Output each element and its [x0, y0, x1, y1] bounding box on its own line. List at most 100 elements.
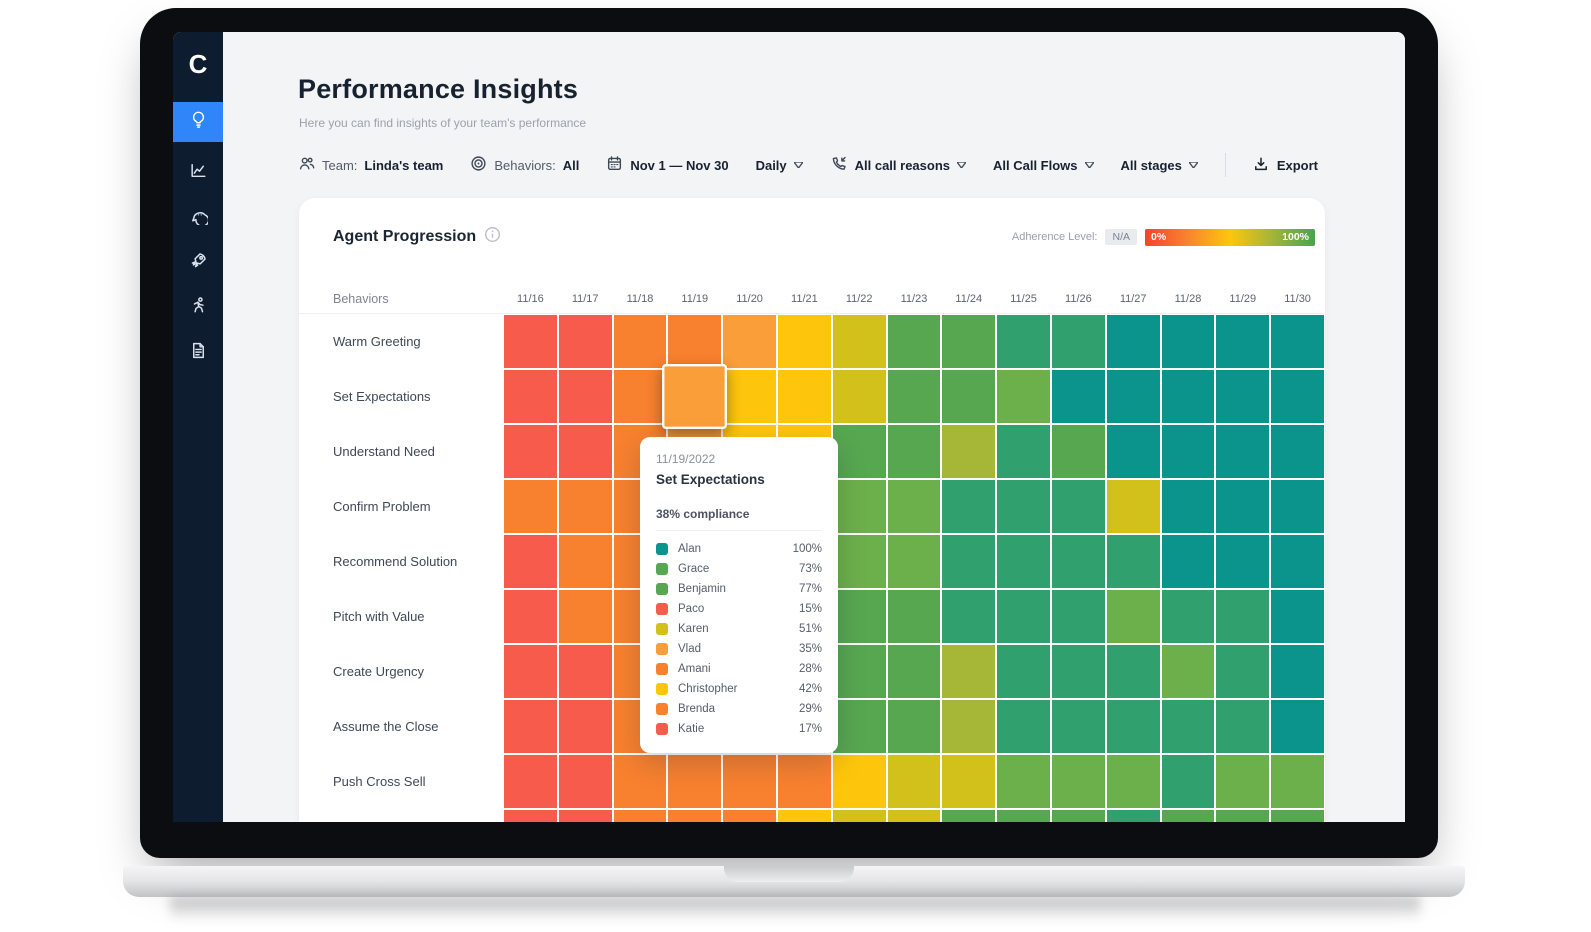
heatmap-cell[interactable]	[1050, 589, 1106, 644]
heatmap-cell[interactable]	[503, 479, 558, 534]
heatmap-cell[interactable]	[996, 699, 1051, 754]
team-filter[interactable]: Team: Linda's team	[298, 155, 443, 175]
heatmap-cell[interactable]	[1160, 809, 1216, 822]
heatmap-cell[interactable]	[503, 369, 558, 424]
heatmap-cell[interactable]	[1270, 369, 1325, 424]
heatmap-cell[interactable]	[1105, 369, 1161, 424]
heatmap-cell[interactable]	[996, 754, 1051, 809]
heatmap-cell[interactable]	[612, 314, 668, 369]
heatmap-cell[interactable]	[1270, 424, 1325, 479]
stages-dropdown[interactable]: All stages	[1120, 158, 1198, 173]
heatmap-cell[interactable]	[1050, 534, 1106, 589]
heatmap-cell[interactable]	[996, 314, 1051, 369]
heatmap-cell[interactable]	[1270, 479, 1325, 534]
sidebar-item-launch[interactable]	[173, 242, 223, 284]
heatmap-cell[interactable]	[1215, 589, 1271, 644]
heatmap-cell[interactable]	[886, 644, 942, 699]
heatmap-cell[interactable]	[1160, 479, 1216, 534]
call-flows-dropdown[interactable]: All Call Flows	[993, 158, 1094, 173]
heatmap-cell[interactable]	[503, 699, 558, 754]
heatmap-cell[interactable]	[886, 314, 942, 369]
heatmap-cell[interactable]	[941, 534, 997, 589]
heatmap-cell[interactable]	[831, 314, 887, 369]
heatmap-cell[interactable]	[1215, 369, 1271, 424]
heatmap-cell[interactable]	[1105, 424, 1161, 479]
heatmap-cell[interactable]	[831, 809, 887, 822]
heatmap-cell[interactable]	[1050, 644, 1106, 699]
export-button[interactable]: Export	[1253, 156, 1318, 175]
heatmap-cell[interactable]	[941, 754, 997, 809]
heatmap-cell[interactable]	[1105, 699, 1161, 754]
heatmap-cell[interactable]	[1105, 809, 1161, 822]
heatmap-cell[interactable]	[886, 809, 942, 822]
heatmap-cell[interactable]	[1050, 424, 1106, 479]
heatmap-cell[interactable]	[996, 534, 1051, 589]
heatmap-cell[interactable]	[1215, 644, 1271, 699]
heatmap-cell[interactable]	[1215, 699, 1271, 754]
heatmap-cell[interactable]	[1105, 644, 1161, 699]
heatmap-cell[interactable]	[557, 424, 613, 479]
heatmap-cell[interactable]	[1270, 314, 1325, 369]
heatmap-cell[interactable]	[886, 369, 942, 424]
heatmap-cell[interactable]	[831, 369, 887, 424]
heatmap-cell[interactable]	[1160, 369, 1216, 424]
heatmap-cell[interactable]	[1160, 534, 1216, 589]
heatmap-cell[interactable]	[557, 369, 613, 424]
info-icon[interactable]	[484, 226, 501, 248]
heatmap-cell[interactable]	[557, 754, 613, 809]
sidebar-item-reports[interactable]	[173, 332, 223, 374]
call-reasons-dropdown[interactable]: All call reasons	[830, 155, 967, 176]
heatmap-cell[interactable]	[831, 534, 887, 589]
date-range-filter[interactable]: Nov 1 — Nov 30	[606, 155, 729, 175]
heatmap-cell[interactable]	[831, 699, 887, 754]
heatmap-cell[interactable]	[1105, 589, 1161, 644]
heatmap-cell[interactable]	[831, 644, 887, 699]
heatmap-cell[interactable]	[667, 809, 723, 822]
heatmap-cell[interactable]	[831, 754, 887, 809]
heatmap-cell[interactable]	[557, 644, 613, 699]
heatmap-cell[interactable]	[996, 479, 1051, 534]
heatmap-cell[interactable]	[1215, 534, 1271, 589]
sidebar-item-coaching[interactable]	[173, 287, 223, 329]
heatmap-cell[interactable]	[1215, 479, 1271, 534]
heatmap-cell[interactable]	[1105, 479, 1161, 534]
heatmap-cell[interactable]	[722, 754, 777, 809]
heatmap-cell[interactable]	[503, 534, 558, 589]
heatmap-cell[interactable]	[1160, 424, 1216, 479]
heatmap-cell[interactable]	[941, 809, 997, 822]
heatmap-cell[interactable]	[612, 754, 668, 809]
heatmap-cell[interactable]	[1160, 699, 1216, 754]
heatmap-cell[interactable]	[503, 314, 558, 369]
heatmap-cell[interactable]	[503, 644, 558, 699]
heatmap-cell[interactable]	[941, 589, 997, 644]
heatmap-cell[interactable]	[996, 424, 1051, 479]
heatmap-cell[interactable]	[503, 809, 558, 822]
heatmap-cell[interactable]	[831, 424, 887, 479]
heatmap-cell[interactable]	[1160, 754, 1216, 809]
heatmap-cell[interactable]	[776, 809, 832, 822]
heatmap-cell[interactable]	[886, 699, 942, 754]
heatmap-cell[interactable]	[886, 589, 942, 644]
heatmap-cell[interactable]	[1160, 644, 1216, 699]
heatmap-cell[interactable]	[612, 369, 668, 424]
heatmap-cell[interactable]	[1105, 754, 1161, 809]
heatmap-cell[interactable]	[557, 314, 613, 369]
heatmap-cell[interactable]	[1105, 314, 1161, 369]
heatmap-cell[interactable]	[886, 479, 942, 534]
heatmap-cell[interactable]	[662, 364, 728, 429]
heatmap-cell[interactable]	[996, 369, 1051, 424]
heatmap-cell[interactable]	[831, 589, 887, 644]
heatmap-cell[interactable]	[612, 809, 668, 822]
heatmap-cell[interactable]	[557, 589, 613, 644]
heatmap-cell[interactable]	[722, 314, 777, 369]
heatmap-cell[interactable]	[886, 424, 942, 479]
heatmap-cell[interactable]	[557, 699, 613, 754]
heatmap-cell[interactable]	[1270, 809, 1325, 822]
heatmap-cell[interactable]	[831, 479, 887, 534]
heatmap-cell[interactable]	[1215, 809, 1271, 822]
sidebar-item-conversations[interactable]	[173, 197, 223, 239]
heatmap-cell[interactable]	[1050, 479, 1106, 534]
heatmap-cell[interactable]	[941, 644, 997, 699]
sidebar-item-analytics[interactable]	[173, 152, 223, 194]
heatmap-cell[interactable]	[1215, 754, 1271, 809]
